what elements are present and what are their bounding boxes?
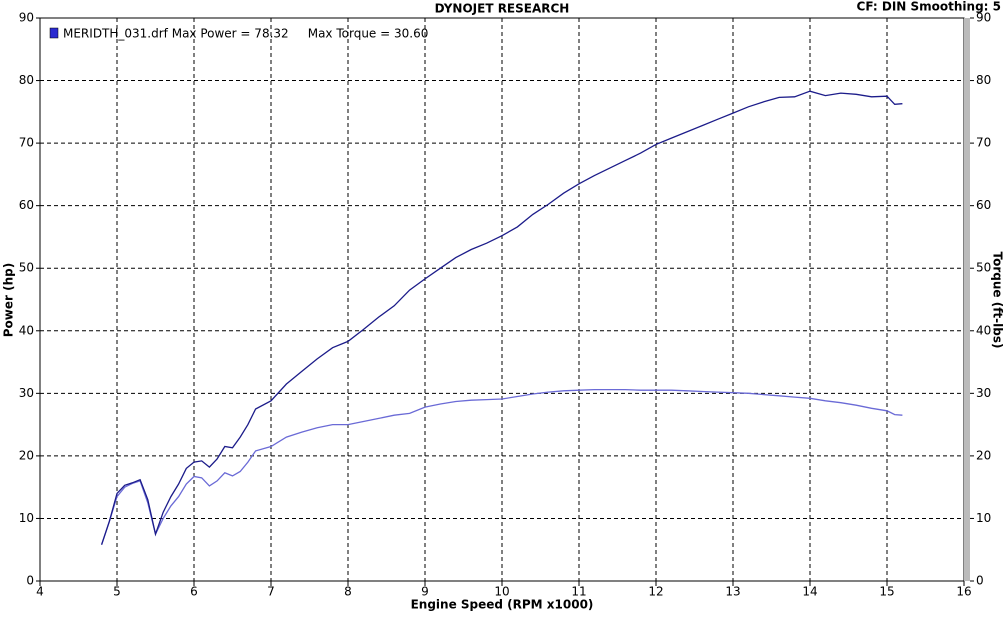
x-tick-label: 9 (421, 585, 429, 599)
y2-tick-label: 40 (976, 323, 991, 337)
y2-tick-label: 80 (976, 73, 991, 87)
y-tick-label: 80 (19, 73, 34, 87)
y-tick-label: 30 (19, 386, 34, 400)
x-axis-label: Engine Speed (RPM x1000) (411, 598, 594, 612)
y2-tick-label: 70 (976, 136, 991, 150)
y2-tick-label: 60 (976, 198, 991, 212)
x-tick-label: 12 (648, 585, 663, 599)
y2-tick-label: 30 (976, 386, 991, 400)
y-tick-label: 70 (19, 136, 34, 150)
y-tick-label: 10 (19, 511, 34, 525)
y2-axis-label: Torque (ft-lbs) (991, 252, 1005, 349)
x-tick-label: 5 (113, 585, 121, 599)
y-tick-label: 20 (19, 448, 34, 462)
y2-tick-label: 10 (976, 511, 991, 525)
y-axis-label: Power (hp) (2, 263, 16, 337)
y2-tick-label: 20 (976, 448, 991, 462)
y-tick-label: 40 (19, 323, 34, 337)
x-tick-label: 16 (956, 585, 971, 599)
y-tick-label: 90 (19, 11, 34, 25)
legend-entry: MERIDTH_031.drf Max Power = 78.32 Max To… (63, 27, 428, 41)
x-tick-label: 14 (802, 585, 817, 599)
y2-tick-label: 90 (976, 11, 991, 25)
y-tick-label: 60 (19, 198, 34, 212)
x-tick-label: 7 (267, 585, 275, 599)
series-line (100, 388, 903, 545)
y-tick-label: 50 (19, 261, 34, 275)
x-tick-label: 6 (190, 585, 198, 599)
chart-title: DYNOJET RESEARCH (435, 2, 570, 16)
frame-edge (964, 18, 970, 581)
subtitle: CF: DIN Smoothing: 5 (857, 0, 1001, 14)
y-tick-label: 0 (26, 574, 34, 588)
y2-tick-label: 0 (976, 574, 984, 588)
series-line (100, 90, 903, 545)
x-tick-label: 15 (879, 585, 894, 599)
x-tick-label: 8 (344, 585, 352, 599)
x-tick-label: 10 (494, 585, 509, 599)
x-tick-label: 13 (725, 585, 740, 599)
x-tick-label: 4 (36, 585, 44, 599)
legend-icon (49, 27, 59, 39)
x-tick-label: 11 (571, 585, 586, 599)
y2-tick-label: 50 (976, 261, 991, 275)
